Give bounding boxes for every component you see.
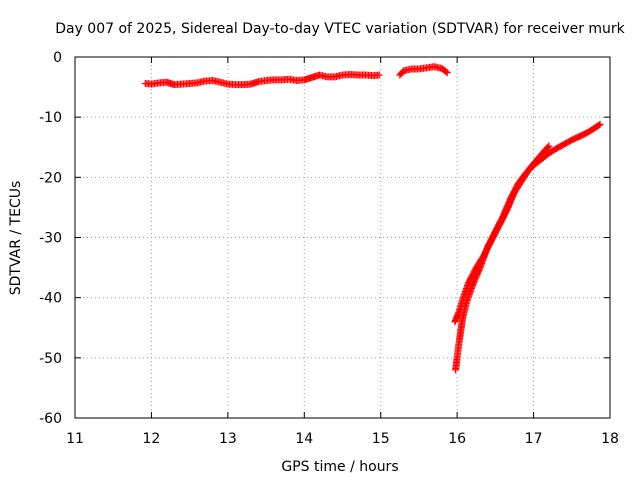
series-segment-2 <box>396 63 451 79</box>
y-tick-label: -30 <box>39 231 62 247</box>
grid-lines <box>75 57 610 418</box>
y-tick-label: -20 <box>39 170 62 186</box>
y-tick-label: -40 <box>39 291 62 307</box>
data-point <box>443 69 451 77</box>
x-tick-label: 12 <box>143 431 161 447</box>
x-tick-label: 11 <box>66 431 84 447</box>
y-tick-label: -60 <box>39 411 62 427</box>
data-point <box>545 142 553 150</box>
x-tick-label: 15 <box>372 431 390 447</box>
axis-ticks: 11 12 13 14 15 16 17 18 0 -10 -20 -30 -40 -50 -60 <box>39 50 619 447</box>
x-tick-label: 14 <box>295 431 313 447</box>
data-point <box>375 71 383 79</box>
data-point <box>442 68 450 76</box>
y-tick-label: 0 <box>53 50 62 66</box>
chart-title: Day 007 of 2025, Sidereal Day-to-day VTE… <box>55 21 625 37</box>
series-segment-4 <box>451 142 553 326</box>
x-axis-label: GPS time / hours <box>281 459 398 475</box>
y-tick-label: -50 <box>39 351 62 367</box>
y-tick-label: -10 <box>39 110 62 126</box>
data-points <box>141 63 604 374</box>
x-tick-label: 17 <box>525 431 543 447</box>
y-axis-label: SDTVAR / TECUs <box>8 181 24 296</box>
x-tick-label: 13 <box>219 431 237 447</box>
x-tick-label: 16 <box>448 431 466 447</box>
x-tick-label: 18 <box>601 431 619 447</box>
series-segment-3 <box>452 120 604 374</box>
data-point <box>595 121 603 129</box>
series-segment-1 <box>141 70 383 89</box>
data-point <box>544 143 552 151</box>
data-point <box>596 120 604 128</box>
